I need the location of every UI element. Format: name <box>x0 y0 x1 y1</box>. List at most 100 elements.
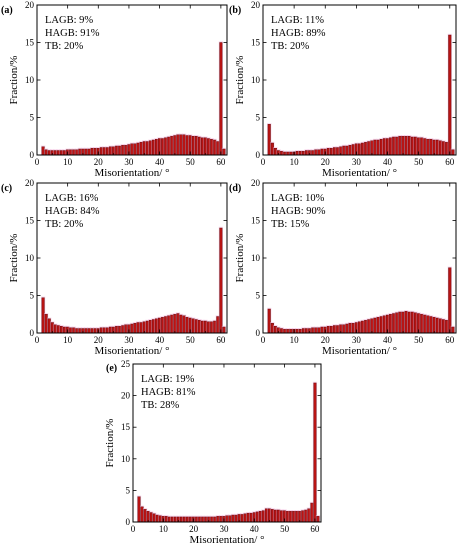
bar <box>41 297 45 334</box>
y-tick-label: 10 <box>25 75 35 85</box>
bar <box>115 145 119 156</box>
y-tick-label: 20 <box>251 0 261 10</box>
bar <box>201 516 205 523</box>
bar <box>357 143 362 156</box>
bar <box>414 136 418 156</box>
bar <box>273 148 277 156</box>
panel-label: (e) <box>106 363 117 374</box>
bar <box>426 315 430 334</box>
bar <box>182 134 186 156</box>
x-tick-label: 40 <box>383 335 393 345</box>
bar <box>170 516 174 523</box>
bar <box>210 139 214 156</box>
bar <box>376 139 380 156</box>
bar <box>301 510 305 523</box>
bar <box>270 142 274 156</box>
bar <box>53 150 57 156</box>
bar <box>167 315 171 334</box>
bar <box>118 145 122 156</box>
bar <box>105 147 109 156</box>
bar <box>373 139 377 156</box>
bar <box>155 139 158 156</box>
bar <box>164 516 168 523</box>
bar <box>280 510 284 523</box>
x-tick-label: 20 <box>189 524 199 534</box>
bar <box>191 318 195 334</box>
bar <box>420 314 424 334</box>
bar <box>271 509 274 523</box>
bar <box>186 516 190 523</box>
bar <box>432 139 436 156</box>
bar <box>204 516 208 523</box>
bar <box>69 149 73 156</box>
annotation-text: TB: 20% <box>271 41 309 52</box>
bar <box>185 135 189 156</box>
bar <box>53 324 57 334</box>
x-tick-label: 60 <box>216 335 226 345</box>
panel-label: (a) <box>1 5 13 16</box>
bar <box>333 325 337 334</box>
x-tick-label: 20 <box>321 157 331 167</box>
bar <box>342 145 346 156</box>
bar <box>267 124 271 156</box>
y-tick-label: 5 <box>30 291 35 301</box>
bar <box>370 140 374 156</box>
bar <box>56 325 60 334</box>
bar <box>264 508 268 523</box>
bar <box>219 227 223 334</box>
bar <box>305 150 309 156</box>
y-tick-label: 10 <box>251 253 261 263</box>
bar <box>176 134 180 156</box>
bar <box>286 329 290 334</box>
bar <box>78 148 82 156</box>
bar <box>445 320 449 334</box>
y-tick-label: 20 <box>25 0 35 10</box>
bar <box>124 324 128 334</box>
bar <box>382 315 386 334</box>
bar <box>367 319 371 334</box>
bar <box>410 311 414 334</box>
bar <box>261 510 265 523</box>
bar <box>118 326 122 334</box>
bar <box>379 316 383 334</box>
y-axis-title: Fraction/% <box>8 56 20 105</box>
bar <box>216 516 220 523</box>
bar <box>295 329 299 334</box>
bar <box>314 327 318 334</box>
bar <box>301 151 305 156</box>
bar <box>435 317 439 334</box>
bar <box>401 311 405 334</box>
bar <box>305 328 309 334</box>
bar <box>210 321 214 334</box>
annotation-text: HAGB: 90% <box>271 206 326 217</box>
bar <box>429 139 433 156</box>
bar <box>84 148 88 156</box>
y-tick-label: 15 <box>25 38 35 48</box>
bar <box>207 321 211 334</box>
x-tick-label: 20 <box>94 335 104 345</box>
bar <box>295 151 299 156</box>
bar <box>326 148 330 156</box>
bar <box>404 311 408 334</box>
bar <box>345 145 349 156</box>
annotation-text: HAGB: 84% <box>45 206 100 217</box>
x-tick-label: 40 <box>155 335 165 345</box>
bar <box>173 135 177 156</box>
bar <box>240 514 244 523</box>
bar <box>438 318 442 334</box>
x-tick-label: 0 <box>131 524 136 534</box>
y-tick-label: 0 <box>30 150 35 160</box>
bar <box>280 328 284 334</box>
y-tick-label: 10 <box>251 75 261 85</box>
bar <box>182 315 186 334</box>
bar <box>410 136 414 156</box>
y-axis-title: Fraction/% <box>234 56 246 105</box>
x-tick-label: 0 <box>35 157 40 167</box>
bar <box>298 151 302 156</box>
bar <box>136 142 140 156</box>
bar <box>225 515 229 523</box>
panel-label: (b) <box>229 5 241 16</box>
bar <box>304 509 308 523</box>
bar <box>161 317 165 334</box>
